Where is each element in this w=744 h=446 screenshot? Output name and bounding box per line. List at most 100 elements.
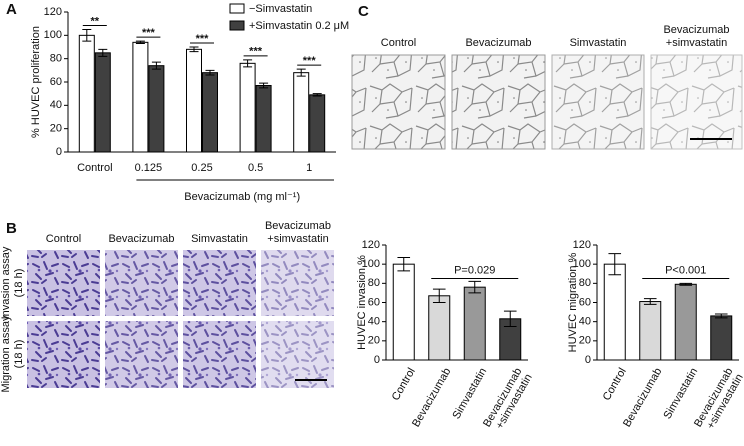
x-tick-label: 0.25: [191, 162, 212, 174]
panel-label: B: [6, 220, 17, 237]
y-tick-label: 0: [374, 354, 380, 366]
micrograph: [183, 250, 256, 316]
error-bar: [397, 256, 411, 272]
error-bar: [205, 69, 215, 76]
bar: [392, 263, 415, 361]
error-bar: [643, 298, 657, 305]
error-bar: [468, 280, 482, 294]
error-bar: [82, 29, 92, 42]
y-tick-label: 80: [50, 53, 62, 65]
bar: [293, 72, 310, 153]
significance-label: P<0.001: [665, 264, 706, 276]
bar: [255, 85, 272, 153]
significance-label: ***: [249, 46, 263, 58]
x-tick-label: 0.5: [248, 162, 263, 174]
bar: [428, 295, 451, 361]
bar: [710, 315, 733, 361]
y-tick-label: 100: [44, 29, 62, 41]
legend-label: −Simvastatin: [249, 3, 312, 15]
y-tick-label: 120: [44, 6, 62, 18]
bar: [639, 301, 662, 361]
y-tick-label: 60: [50, 76, 62, 88]
micrograph: [351, 54, 446, 150]
x-axis-label: Bevacizumab (mg ml⁻¹): [184, 191, 300, 203]
bar: [603, 263, 626, 361]
y-tick-label: 0: [56, 146, 62, 158]
y-tick-label: 120: [573, 239, 591, 251]
micrograph: [451, 54, 546, 150]
y-axis-label: HUVEC invasion %: [356, 255, 368, 350]
y-tick-label: 40: [579, 316, 591, 328]
bar: [309, 94, 326, 153]
micrographs-b: [27, 250, 334, 388]
y-tick-label: 40: [368, 316, 380, 328]
column-label: Bevacizumab +simvastatin: [663, 24, 730, 49]
y-tick-label: 80: [579, 277, 591, 289]
column-label: Simvastatin: [191, 233, 248, 245]
y-tick-label: 20: [579, 335, 591, 347]
y-tick-label: 20: [368, 335, 380, 347]
y-tick-label: 40: [50, 99, 62, 111]
significance-label: P=0.029: [454, 264, 495, 276]
row-label: Invasion assay (18 h): [0, 246, 25, 320]
micrograph: [650, 54, 743, 150]
y-tick-label: 0: [585, 354, 591, 366]
bar: [239, 62, 256, 153]
micrograph: [183, 321, 256, 388]
error-bar: [98, 48, 108, 57]
error-bar: [243, 59, 253, 68]
y-tick-label: 20: [50, 123, 62, 135]
bar: [463, 286, 486, 361]
y-axis-label: % HUVEC proliferation: [30, 26, 42, 138]
micrograph: [261, 321, 334, 388]
error-bar: [714, 313, 728, 319]
significance-label: ***: [142, 27, 156, 39]
bar: [78, 34, 95, 153]
micrograph: [27, 250, 100, 316]
x-tick-label: 0.125: [135, 162, 163, 174]
error-bar: [312, 93, 322, 97]
error-bar: [432, 288, 446, 303]
error-bar: [296, 68, 306, 77]
significance-label: ***: [196, 33, 210, 45]
micrographs-c: [351, 54, 743, 150]
column-label: Bevacizumab: [108, 233, 175, 245]
y-tick-label: 60: [579, 296, 591, 308]
bar: [132, 41, 149, 153]
column-label: Control: [380, 37, 417, 49]
micrograph: [105, 321, 178, 388]
legend-swatch: [229, 20, 245, 31]
error-bar: [189, 46, 199, 53]
column-label: Bevacizumab +simvastatin: [264, 220, 332, 245]
column-label: Bevacizumab: [465, 37, 532, 49]
bar: [674, 283, 697, 361]
error-bar: [259, 82, 269, 89]
y-tick-label: 80: [368, 277, 380, 289]
row-label: Migration assay (18 h): [0, 315, 25, 393]
error-bar: [151, 61, 161, 70]
micrograph: [27, 321, 100, 388]
y-tick-label: 100: [573, 258, 591, 270]
micrograph: [105, 250, 178, 316]
bar: [94, 52, 111, 153]
y-tick-label: 60: [368, 296, 380, 308]
error-bar: [679, 282, 693, 286]
legend-label: +Simvastatin 0.2 μM: [249, 20, 349, 32]
panel-label: C: [358, 3, 369, 20]
error-bar: [608, 253, 622, 276]
legend-swatch: [229, 3, 245, 14]
column-label: Simvastatin: [569, 37, 627, 49]
error-bar: [135, 40, 145, 44]
significance-label: ***: [303, 55, 317, 67]
y-tick-label: 120: [362, 239, 380, 251]
x-tick-label: Control: [77, 162, 112, 174]
bar: [202, 72, 218, 153]
column-label: Control: [45, 233, 82, 245]
micrograph: [551, 54, 645, 150]
panel-label: A: [6, 1, 17, 18]
bar: [148, 65, 165, 153]
error-bar: [503, 310, 517, 327]
bar: [186, 48, 202, 153]
